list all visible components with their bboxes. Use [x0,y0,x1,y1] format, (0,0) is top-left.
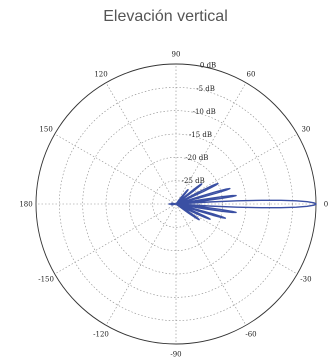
grid-ring [152,180,200,228]
grid-spoke [105,203,177,326]
radial-tick-label: -25 dB [182,177,205,185]
angle-tick-label: -30 [300,276,311,284]
angle-tick-label: -120 [93,330,109,338]
angle-tick-label: 90 [172,51,181,59]
chart-title: Elevación vertical [103,8,228,25]
grid-spoke [175,133,298,205]
radiation-pattern-line [168,182,317,221]
angle-tick-label: 60 [247,71,256,79]
grid-spoke [175,203,247,326]
radial-tick-labels: 0 dB -5 dB -10 dB -15 dB -20 dB -25 dB [182,62,217,185]
grid-ring [82,110,270,298]
grid-spoke [54,203,177,275]
grid-spoke [175,82,247,205]
angle-tick-label: 150 [39,126,52,134]
radial-tick-label: -10 dB [193,108,216,116]
angle-tick-label: 120 [94,71,107,79]
angle-tick-label: -150 [38,276,54,284]
radial-tick-label: -5 dB [196,85,215,93]
angle-tick-label: 180 [19,201,32,209]
grid-spoke [54,133,177,205]
grid-spoke [175,203,298,275]
angle-tick-label: -90 [170,351,181,359]
angle-tick-labels: 0 30 60 90 120 150 180 -150 -120 -90 -60 -30 [19,51,328,359]
grid-spoke [105,82,177,205]
angle-tick-label: 0 [324,201,328,209]
series-layer [168,182,317,221]
angle-tick-label: -60 [245,330,256,338]
radial-tick-label: 0 dB [200,62,216,70]
radial-tick-label: -20 dB [185,154,208,162]
angle-tick-label: 30 [301,126,310,134]
radial-tick-label: -15 dB [189,131,212,139]
